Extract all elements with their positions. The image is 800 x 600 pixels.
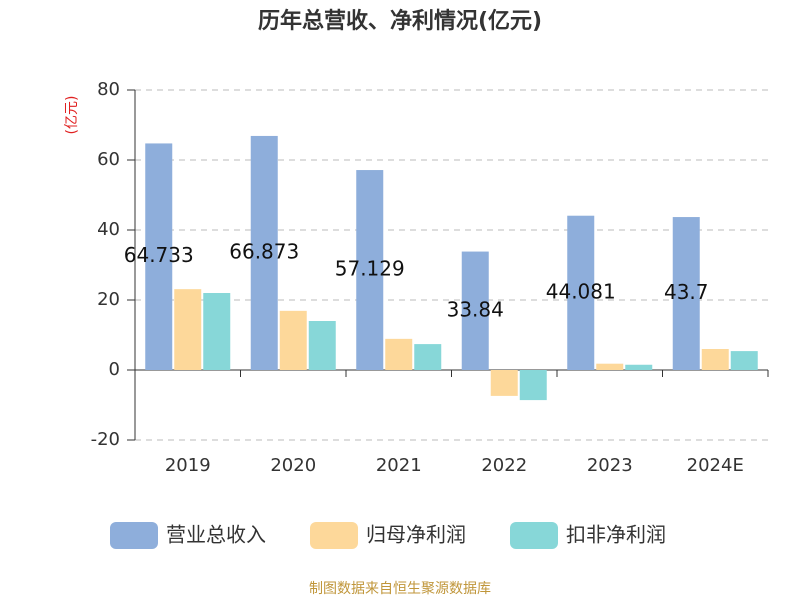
y-tick-label: 20 — [97, 289, 120, 310]
y-axis-label: (亿元) — [64, 96, 80, 135]
bar — [730, 351, 758, 370]
bar — [461, 251, 489, 370]
y-tick-label: 40 — [97, 219, 120, 240]
bar — [567, 215, 595, 370]
legend-label: 扣非净利润 — [566, 523, 666, 547]
source-note: 制图数据来自恒生聚源数据库 — [309, 581, 491, 597]
bar — [672, 217, 700, 370]
bar — [250, 135, 278, 370]
x-tick-label: 2019 — [165, 455, 211, 476]
legend-swatch — [510, 522, 558, 549]
bar — [701, 349, 729, 370]
bar — [414, 344, 442, 370]
bar — [279, 310, 307, 370]
bar — [490, 370, 518, 396]
data-label: 66.873 — [229, 239, 299, 263]
x-tick-label: 2021 — [376, 455, 422, 476]
y-tick-label: 0 — [109, 359, 120, 380]
legend-label: 归母净利润 — [366, 523, 466, 547]
y-tick-label: 60 — [97, 149, 120, 170]
data-label: 43.7 — [664, 280, 709, 304]
x-tick-label: 2022 — [481, 455, 527, 476]
bar — [356, 170, 384, 370]
bar — [145, 143, 173, 370]
bar — [174, 289, 202, 370]
bar — [203, 293, 231, 370]
legend-swatch — [310, 522, 358, 549]
bar — [519, 370, 547, 401]
bar — [596, 363, 624, 370]
x-tick-label: 2024E — [687, 455, 744, 476]
data-label: 64.733 — [124, 243, 194, 267]
x-tick-label: 2023 — [587, 455, 633, 476]
chart-title: 历年总营收、净利情况(亿元) — [258, 8, 542, 34]
bar — [625, 364, 653, 370]
data-label: 57.129 — [335, 257, 405, 281]
legend-label: 营业总收入 — [166, 523, 266, 547]
bar — [308, 321, 336, 370]
y-tick-label: -20 — [91, 429, 120, 450]
data-label: 33.84 — [447, 297, 504, 321]
y-tick-label: 80 — [97, 79, 120, 100]
x-tick-label: 2020 — [270, 455, 316, 476]
legend-swatch — [110, 522, 158, 549]
data-label: 44.081 — [546, 279, 616, 303]
bar — [385, 338, 413, 370]
